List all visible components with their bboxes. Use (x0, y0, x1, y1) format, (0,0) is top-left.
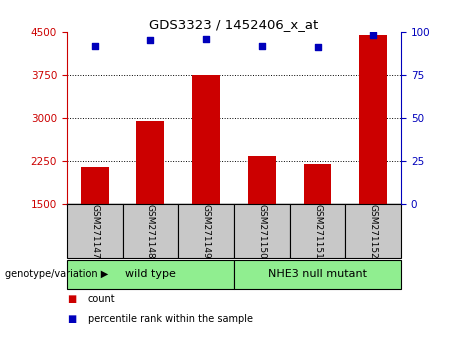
Point (314, 45, 321, 50)
Text: GSM271149: GSM271149 (201, 204, 211, 259)
Text: GSM271152: GSM271152 (369, 204, 378, 259)
Bar (345, 205, 401, 258)
Bar (136, 121, 164, 205)
Point (370, 33, 377, 38)
Title: GDS3323 / 1452406_x_at: GDS3323 / 1452406_x_at (149, 18, 319, 31)
Point (91, 43, 98, 48)
Point (258, 43, 266, 48)
Text: NHE3 null mutant: NHE3 null mutant (268, 269, 367, 279)
Bar (123, 205, 178, 258)
Text: count: count (88, 294, 115, 304)
Text: GSM271147: GSM271147 (90, 204, 99, 259)
Bar (67, 260, 234, 289)
Bar (178, 205, 234, 258)
Bar (192, 75, 220, 205)
Text: percentile rank within the sample: percentile rank within the sample (88, 314, 253, 324)
Bar (248, 155, 276, 205)
Text: ■: ■ (67, 294, 76, 304)
Bar (234, 205, 290, 258)
Point (202, 36, 210, 42)
Text: GSM271150: GSM271150 (257, 204, 266, 259)
Text: ■: ■ (67, 314, 76, 324)
Point (147, 38, 154, 43)
Bar (234, 260, 401, 289)
Bar (67, 205, 123, 258)
Text: genotype/variation ▶: genotype/variation ▶ (5, 269, 108, 279)
Bar (304, 164, 331, 205)
Bar (81, 167, 109, 205)
Text: GSM271151: GSM271151 (313, 204, 322, 259)
Bar (359, 35, 387, 205)
Bar (290, 205, 345, 258)
Text: GSM271148: GSM271148 (146, 204, 155, 259)
Text: wild type: wild type (125, 269, 176, 279)
